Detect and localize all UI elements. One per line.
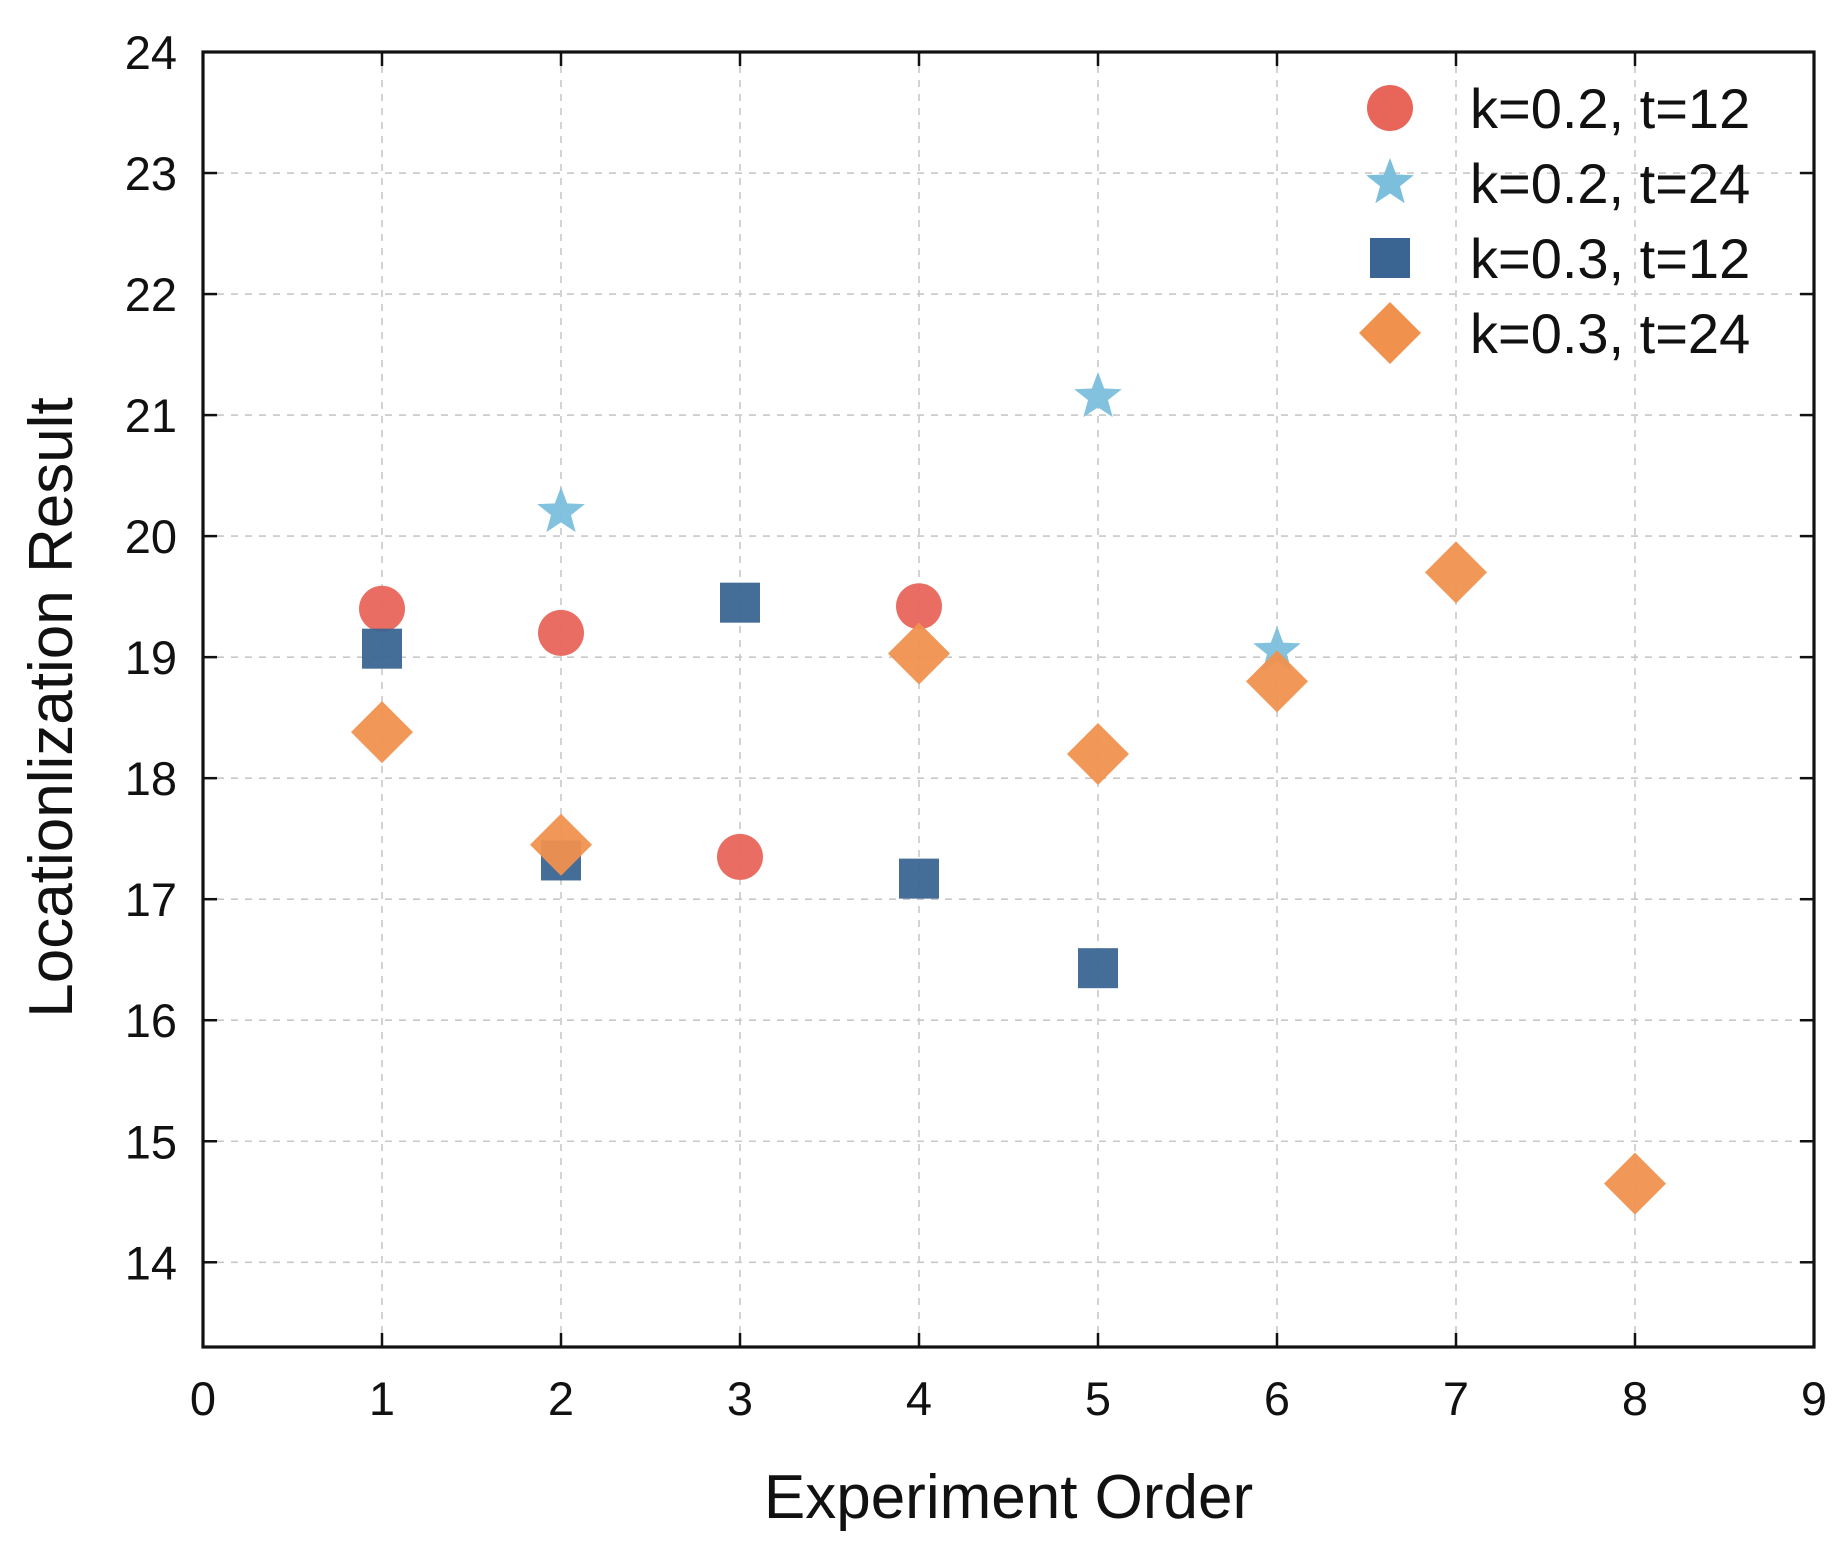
legend-label: k=0.3, t=12 [1470, 227, 1750, 290]
x-tick-label: 4 [906, 1372, 932, 1425]
y-tick-label: 21 [125, 389, 177, 442]
legend-label: k=0.3, t=24 [1470, 302, 1750, 365]
diamond-marker [888, 622, 950, 685]
plot-frame [201, 50, 1816, 1349]
circle-marker [717, 833, 763, 880]
y-tick-label: 17 [125, 873, 177, 926]
y-tick-label: 18 [125, 752, 177, 805]
y-tick-label: 19 [125, 631, 177, 684]
star-marker [1253, 626, 1301, 672]
x-tick-label: 3 [727, 1372, 753, 1425]
circle-marker [359, 585, 405, 632]
y-tick-label: 16 [125, 994, 177, 1047]
diamond-marker [1246, 650, 1308, 713]
x-tick-label: 9 [1801, 1372, 1827, 1425]
square-marker [899, 858, 939, 899]
diamond-marker [1067, 722, 1129, 785]
x-tick-label: 5 [1085, 1372, 1111, 1425]
legend-circle-icon [1367, 85, 1413, 131]
diamond-marker [1604, 1152, 1666, 1215]
y-axis-title: Locationlization Result [17, 397, 86, 1017]
diamond-marker [1425, 541, 1487, 604]
y-tick-label: 22 [125, 268, 177, 321]
star-marker [537, 486, 585, 533]
x-tick-label: 6 [1264, 1372, 1290, 1425]
legend-square-icon [1370, 238, 1410, 278]
y-tick-label: 14 [125, 1236, 177, 1289]
x-tick-label: 8 [1622, 1372, 1648, 1425]
series-diamond [351, 541, 1666, 1215]
diamond-marker [351, 701, 413, 764]
square-marker [1078, 948, 1118, 989]
x-tick-label: 0 [190, 1372, 216, 1425]
legend-star-icon [1366, 158, 1414, 204]
x-tick-label: 7 [1443, 1372, 1469, 1425]
square-marker [720, 582, 760, 623]
x-axis-title: Experiment Order [764, 1463, 1253, 1532]
series-circle [359, 583, 942, 880]
circle-marker [538, 609, 584, 656]
x-tick-label: 1 [369, 1372, 395, 1425]
data-markers [351, 371, 1666, 1215]
legend-label: k=0.2, t=12 [1470, 77, 1750, 140]
circle-marker [896, 583, 942, 630]
y-tick-label: 20 [125, 510, 177, 563]
square-marker [362, 628, 402, 669]
y-tick-label: 24 [125, 26, 177, 79]
diamond-marker [530, 813, 592, 876]
legend-diamond-icon [1359, 302, 1421, 364]
legend: k=0.2, t=12 k=0.2, t=24 k=0.3, t=12 k=0.3, … [1359, 77, 1750, 365]
y-tick-label: 15 [125, 1115, 177, 1168]
series-star [537, 371, 1301, 672]
x-tick-label: 2 [548, 1372, 574, 1425]
legend-label: k=0.2, t=24 [1470, 152, 1750, 215]
y-tick-label: 23 [125, 147, 177, 200]
star-marker [1074, 371, 1122, 418]
